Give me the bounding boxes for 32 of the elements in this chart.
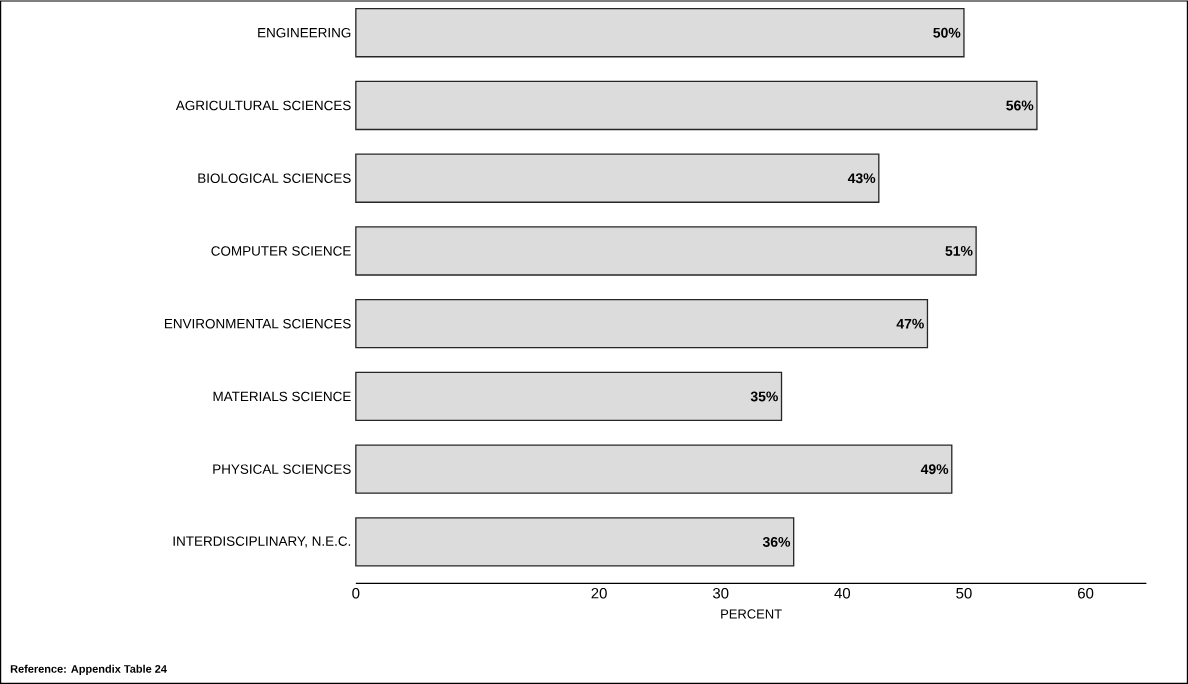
x-tick-label: 40 [834, 587, 851, 599]
data-label: 47% [896, 318, 924, 329]
text: Reference: Appendix Table 24 [10, 664, 167, 675]
data-label: 35% [750, 391, 778, 402]
x-tick-label: 20 [591, 587, 607, 599]
bar [355, 80, 1038, 131]
bar [355, 226, 977, 276]
bar [355, 299, 929, 349]
x-tick-label: 60 [1078, 587, 1094, 599]
y-tick-label: PHYSICAL SCIENCES [213, 464, 351, 474]
data-label: 51% [945, 246, 973, 256]
y-tick-label: AGRICULTURAL SCIENCES [175, 100, 351, 111]
data-label: 50% [933, 27, 961, 38]
y-tick-label: INTERDISCIPLINARY, N.E.C. [173, 536, 351, 548]
y-tick-label: COMPUTER SCIENCE [211, 246, 351, 256]
data-label: 43% [847, 173, 876, 184]
y-tick-label: BIOLOGICAL SCIENCES [198, 173, 351, 183]
data-label: 36% [762, 536, 791, 547]
x-tick-label: 50 [956, 587, 972, 599]
y-tick-label: ENVIRONMENTAL SCIENCES [164, 318, 351, 329]
bar [355, 444, 953, 494]
y-tick-label: MATERIALS SCIENCE [213, 391, 351, 402]
bar [355, 153, 880, 203]
y-tick-label: ENGINEERING [258, 27, 351, 38]
bar [355, 8, 965, 58]
data-label: 49% [920, 464, 949, 475]
x-tick-label: 0 [352, 587, 360, 599]
bar [355, 371, 783, 422]
x-axis-title: PERCENT [721, 609, 782, 619]
data-label: 56% [1006, 100, 1034, 111]
bar [355, 517, 795, 567]
x-tick-label: 30 [712, 587, 729, 599]
